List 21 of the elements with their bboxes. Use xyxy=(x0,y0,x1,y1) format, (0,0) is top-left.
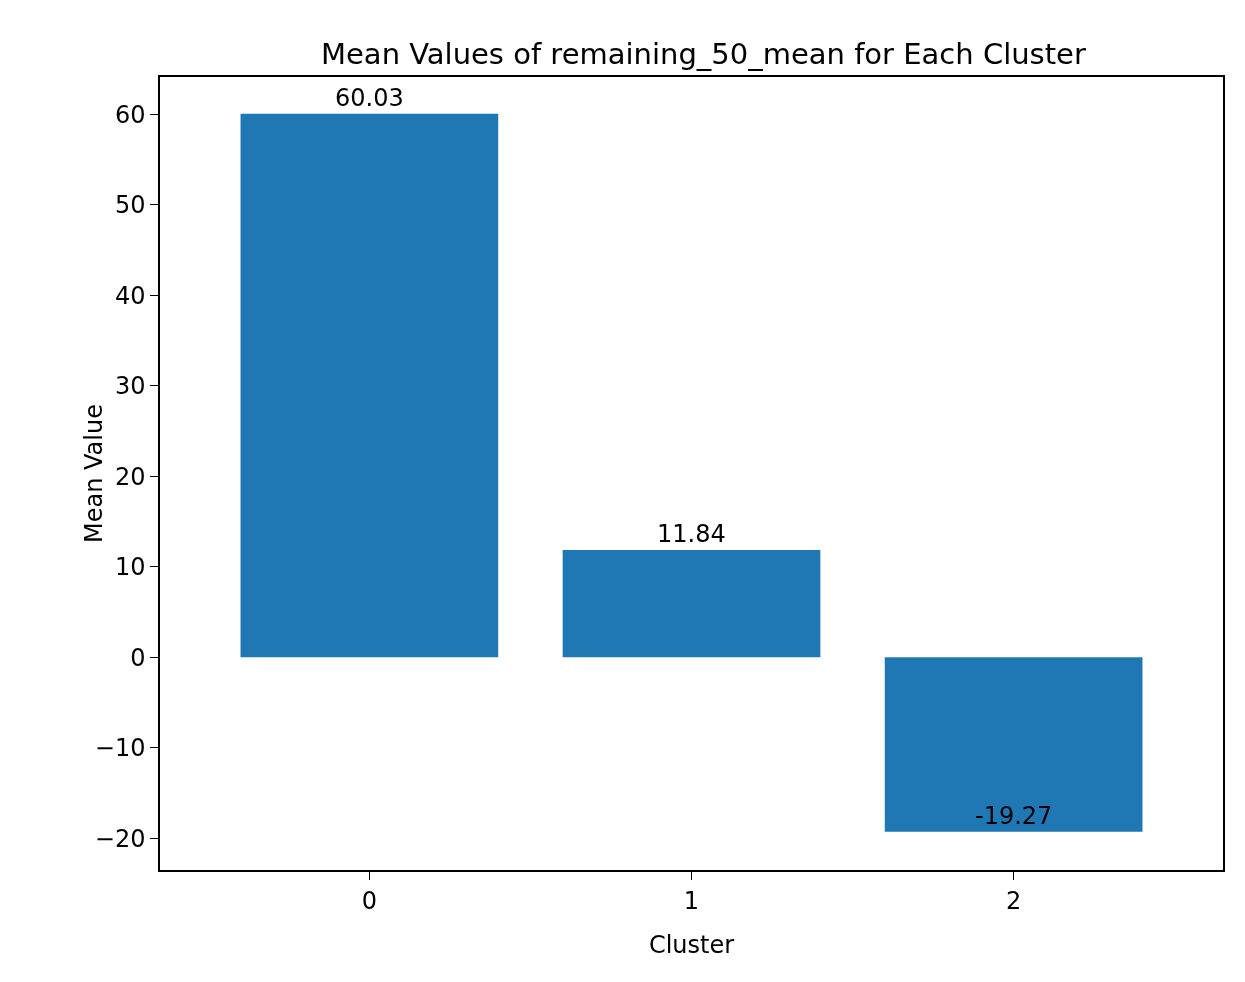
y-axis-title: Mean Value xyxy=(79,404,108,543)
data-label: 11.84 xyxy=(657,520,726,548)
x-tick-label: 2 xyxy=(1005,886,1022,915)
y-tick-label: 60 xyxy=(114,100,146,129)
x-tick-label: 1 xyxy=(683,886,700,915)
chart-title: Mean Values of remaining_50_mean for Each Cluster xyxy=(321,37,1086,72)
y-tick-label: 10 xyxy=(114,553,146,582)
y-tick-label: 50 xyxy=(114,191,146,220)
bar xyxy=(884,657,1143,832)
x-axis-title: Cluster xyxy=(648,930,735,959)
data-label: -19.27 xyxy=(975,802,1053,830)
y-tick-label: 30 xyxy=(114,372,146,401)
bar xyxy=(562,550,821,658)
data-label: 60.03 xyxy=(335,84,404,112)
y-tick-label: 40 xyxy=(114,281,146,310)
y-tick-label: −20 xyxy=(94,824,146,853)
y-tick-label: 0 xyxy=(130,643,146,672)
y-tick-label: −10 xyxy=(94,734,146,763)
bar xyxy=(240,113,499,658)
y-tick-label: 20 xyxy=(114,462,146,491)
x-tick-label: 0 xyxy=(361,886,378,915)
